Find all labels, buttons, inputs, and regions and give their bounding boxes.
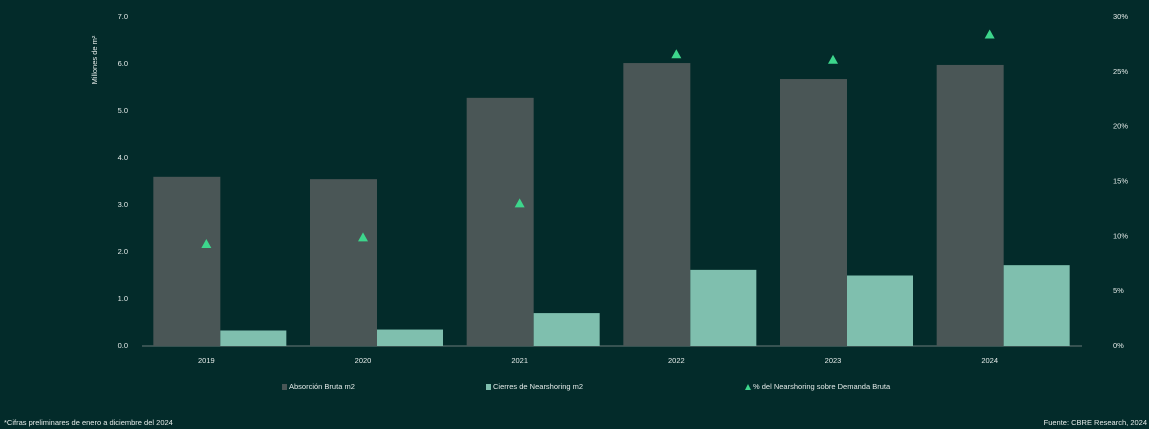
bar [377,329,443,346]
y-tick-label: 1.0 [118,294,128,303]
marker [671,49,682,59]
y2-tick-label: 10% [1113,231,1128,240]
legend-swatch [745,384,751,390]
x-tick-label: 2022 [668,356,685,365]
y-tick-label: 0.0 [118,341,128,350]
y-tick-label: 2.0 [118,247,128,256]
x-tick-label: 2021 [511,356,528,365]
x-tick-label: 2024 [981,356,998,365]
bar [466,97,534,346]
y-tick-label: 6.0 [118,59,128,68]
marker [828,54,838,64]
y2-tick-label: 5% [1113,286,1124,295]
y2-tick-label: 30% [1113,12,1128,21]
marker [201,239,212,249]
legend-swatch [486,384,491,390]
marker [514,198,525,208]
footnote: *Cifras preliminares de enero a diciembr… [4,418,173,427]
bar [780,79,847,346]
bar [847,275,913,346]
source: Fuente: CBRE Research, 2024 [1044,418,1147,427]
bar [533,313,600,346]
x-tick-label: 2020 [355,356,372,365]
y2-tick-label: 0% [1113,341,1124,350]
legend-label: Cierres de Nearshoring m2 [493,382,583,391]
y2-tick-label: 20% [1113,122,1128,131]
marker [984,29,995,39]
y-tick-label: 4.0 [118,153,128,162]
y-tick-label: 3.0 [118,200,128,209]
x-tick-label: 2019 [198,356,215,365]
marker [358,232,368,242]
legend-label: Absorción Bruta m2 [289,382,355,391]
x-tick-label: 2023 [825,356,842,365]
bar [153,176,221,346]
bar [310,179,377,346]
legend-label: % del Nearshoring sobre Demanda Bruta [753,382,891,391]
y2-tick-label: 25% [1113,67,1128,76]
bar [936,64,1004,346]
y2-tick-label: 15% [1113,176,1128,185]
y-tick-label: 5.0 [118,106,128,115]
bar [623,63,691,347]
y-axis-title: Millones de m² [90,35,99,84]
bar [1003,265,1070,346]
legend-swatch [282,384,287,390]
y-tick-label: 7.0 [118,12,128,21]
bar [220,330,287,346]
bar [690,269,757,346]
